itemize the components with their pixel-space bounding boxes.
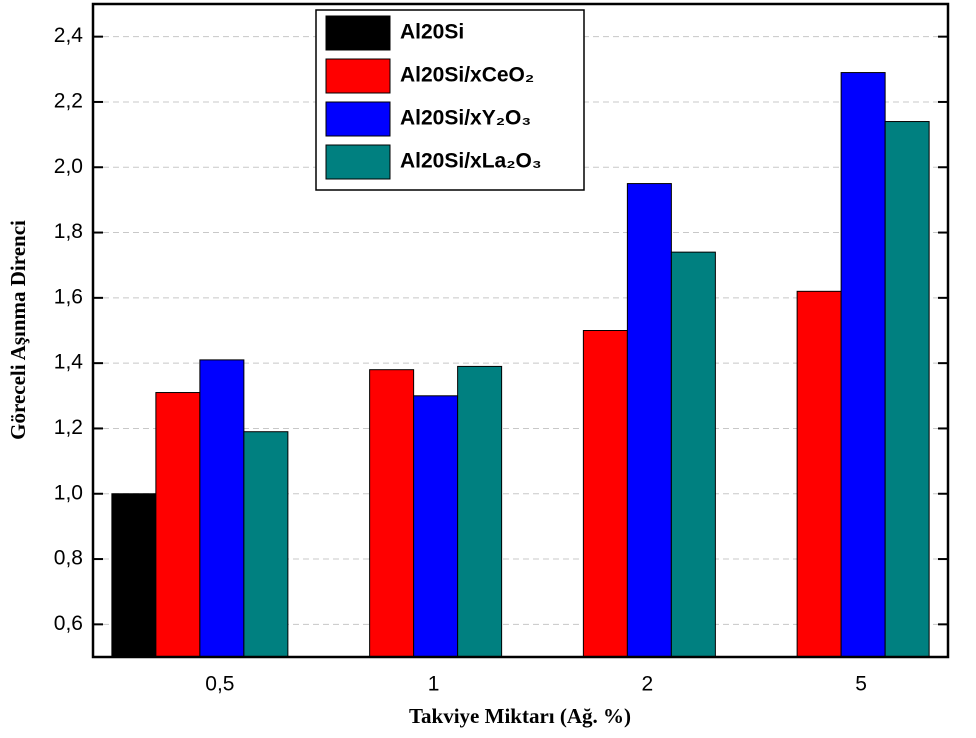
y-tick-label: 1,4 xyxy=(54,351,84,374)
y-tick-label: 2,4 xyxy=(54,24,84,47)
legend-label: Al20Si xyxy=(400,21,464,44)
bar xyxy=(670,251,716,658)
y-tick-label: 1,6 xyxy=(54,285,83,308)
y-tick-label: 0,6 xyxy=(54,612,83,635)
x-tick-label: 2 xyxy=(642,673,654,696)
legend-swatch xyxy=(325,58,391,94)
bar xyxy=(369,369,415,658)
y-tick-label: 1,8 xyxy=(54,220,83,243)
y-tick-label: 0,8 xyxy=(54,547,83,570)
y-axis-title: Göreceli Aşınma Direnci xyxy=(6,220,30,440)
bar xyxy=(243,431,289,658)
x-tick-label: 1 xyxy=(428,673,440,696)
y-tick-label: 2,2 xyxy=(54,89,83,112)
legend-label: Al20Si/xLa₂O₃ xyxy=(400,150,542,173)
x-axis-title: Takviye Miktarı (Ağ. %) xyxy=(409,704,631,728)
bar xyxy=(840,72,886,658)
bar xyxy=(582,330,628,658)
legend-label: Al20Si/xCeO₂ xyxy=(400,64,534,87)
plot-frame xyxy=(91,2,950,659)
bar xyxy=(111,493,157,658)
bar xyxy=(199,359,245,658)
legend-swatch xyxy=(325,15,391,51)
y-tick-label: 2,0 xyxy=(54,155,83,178)
legend-label: Al20Si/xY₂O₃ xyxy=(400,107,531,130)
bar xyxy=(155,392,201,658)
legend-swatch xyxy=(325,144,391,180)
bar xyxy=(796,290,842,658)
y-tick-label: 1,0 xyxy=(54,481,83,504)
y-tick-label: 1,2 xyxy=(54,416,83,439)
bar xyxy=(626,183,672,658)
bar xyxy=(884,121,930,658)
bar xyxy=(413,395,459,658)
x-tick-label: 5 xyxy=(855,673,867,696)
x-tick-label: 0,5 xyxy=(205,673,234,696)
legend-swatch xyxy=(325,101,391,137)
bar xyxy=(457,365,503,658)
